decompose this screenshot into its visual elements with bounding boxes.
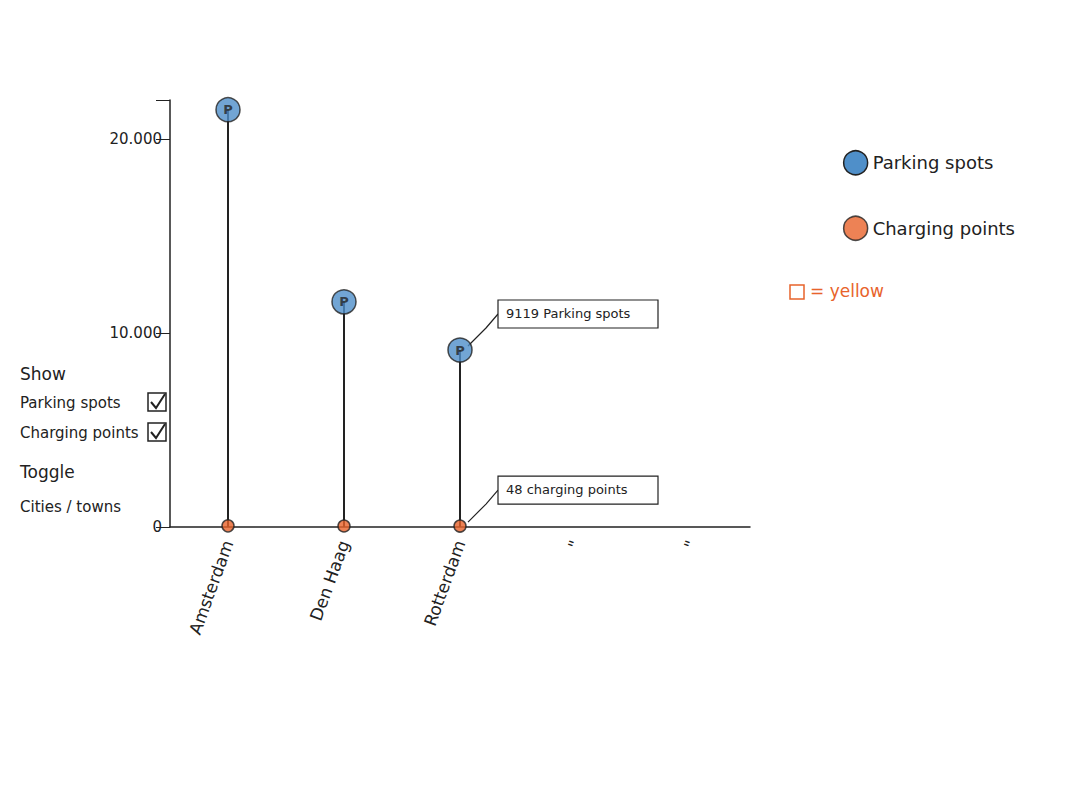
svg-text:": " [680,538,701,552]
svg-text:Cities / towns: Cities / towns [20,498,121,516]
svg-text:48 charging points: 48 charging points [506,482,628,497]
svg-text:9119 Parking spots: 9119 Parking spots [506,306,631,321]
svg-text:P: P [223,102,233,117]
svg-text:Rotterdam: Rotterdam [420,538,469,629]
svg-text:= yellow: = yellow [810,281,884,301]
svg-text:Amsterdam: Amsterdam [185,538,238,638]
svg-text:0: 0 [152,518,162,536]
svg-text:P: P [455,343,465,358]
svg-text:Show: Show [20,364,66,384]
svg-text:Charging points: Charging points [873,218,1015,239]
svg-text:Toggle: Toggle [19,462,75,482]
svg-text:Parking spots: Parking spots [20,394,121,412]
svg-text:Den Haag: Den Haag [306,538,354,624]
svg-text:": " [564,538,585,552]
svg-text:Parking spots: Parking spots [873,152,994,173]
svg-text:Charging points: Charging points [20,424,139,442]
svg-text:20.000: 20.000 [110,130,163,148]
svg-text:10.000: 10.000 [110,324,163,342]
svg-text:P: P [339,294,349,309]
